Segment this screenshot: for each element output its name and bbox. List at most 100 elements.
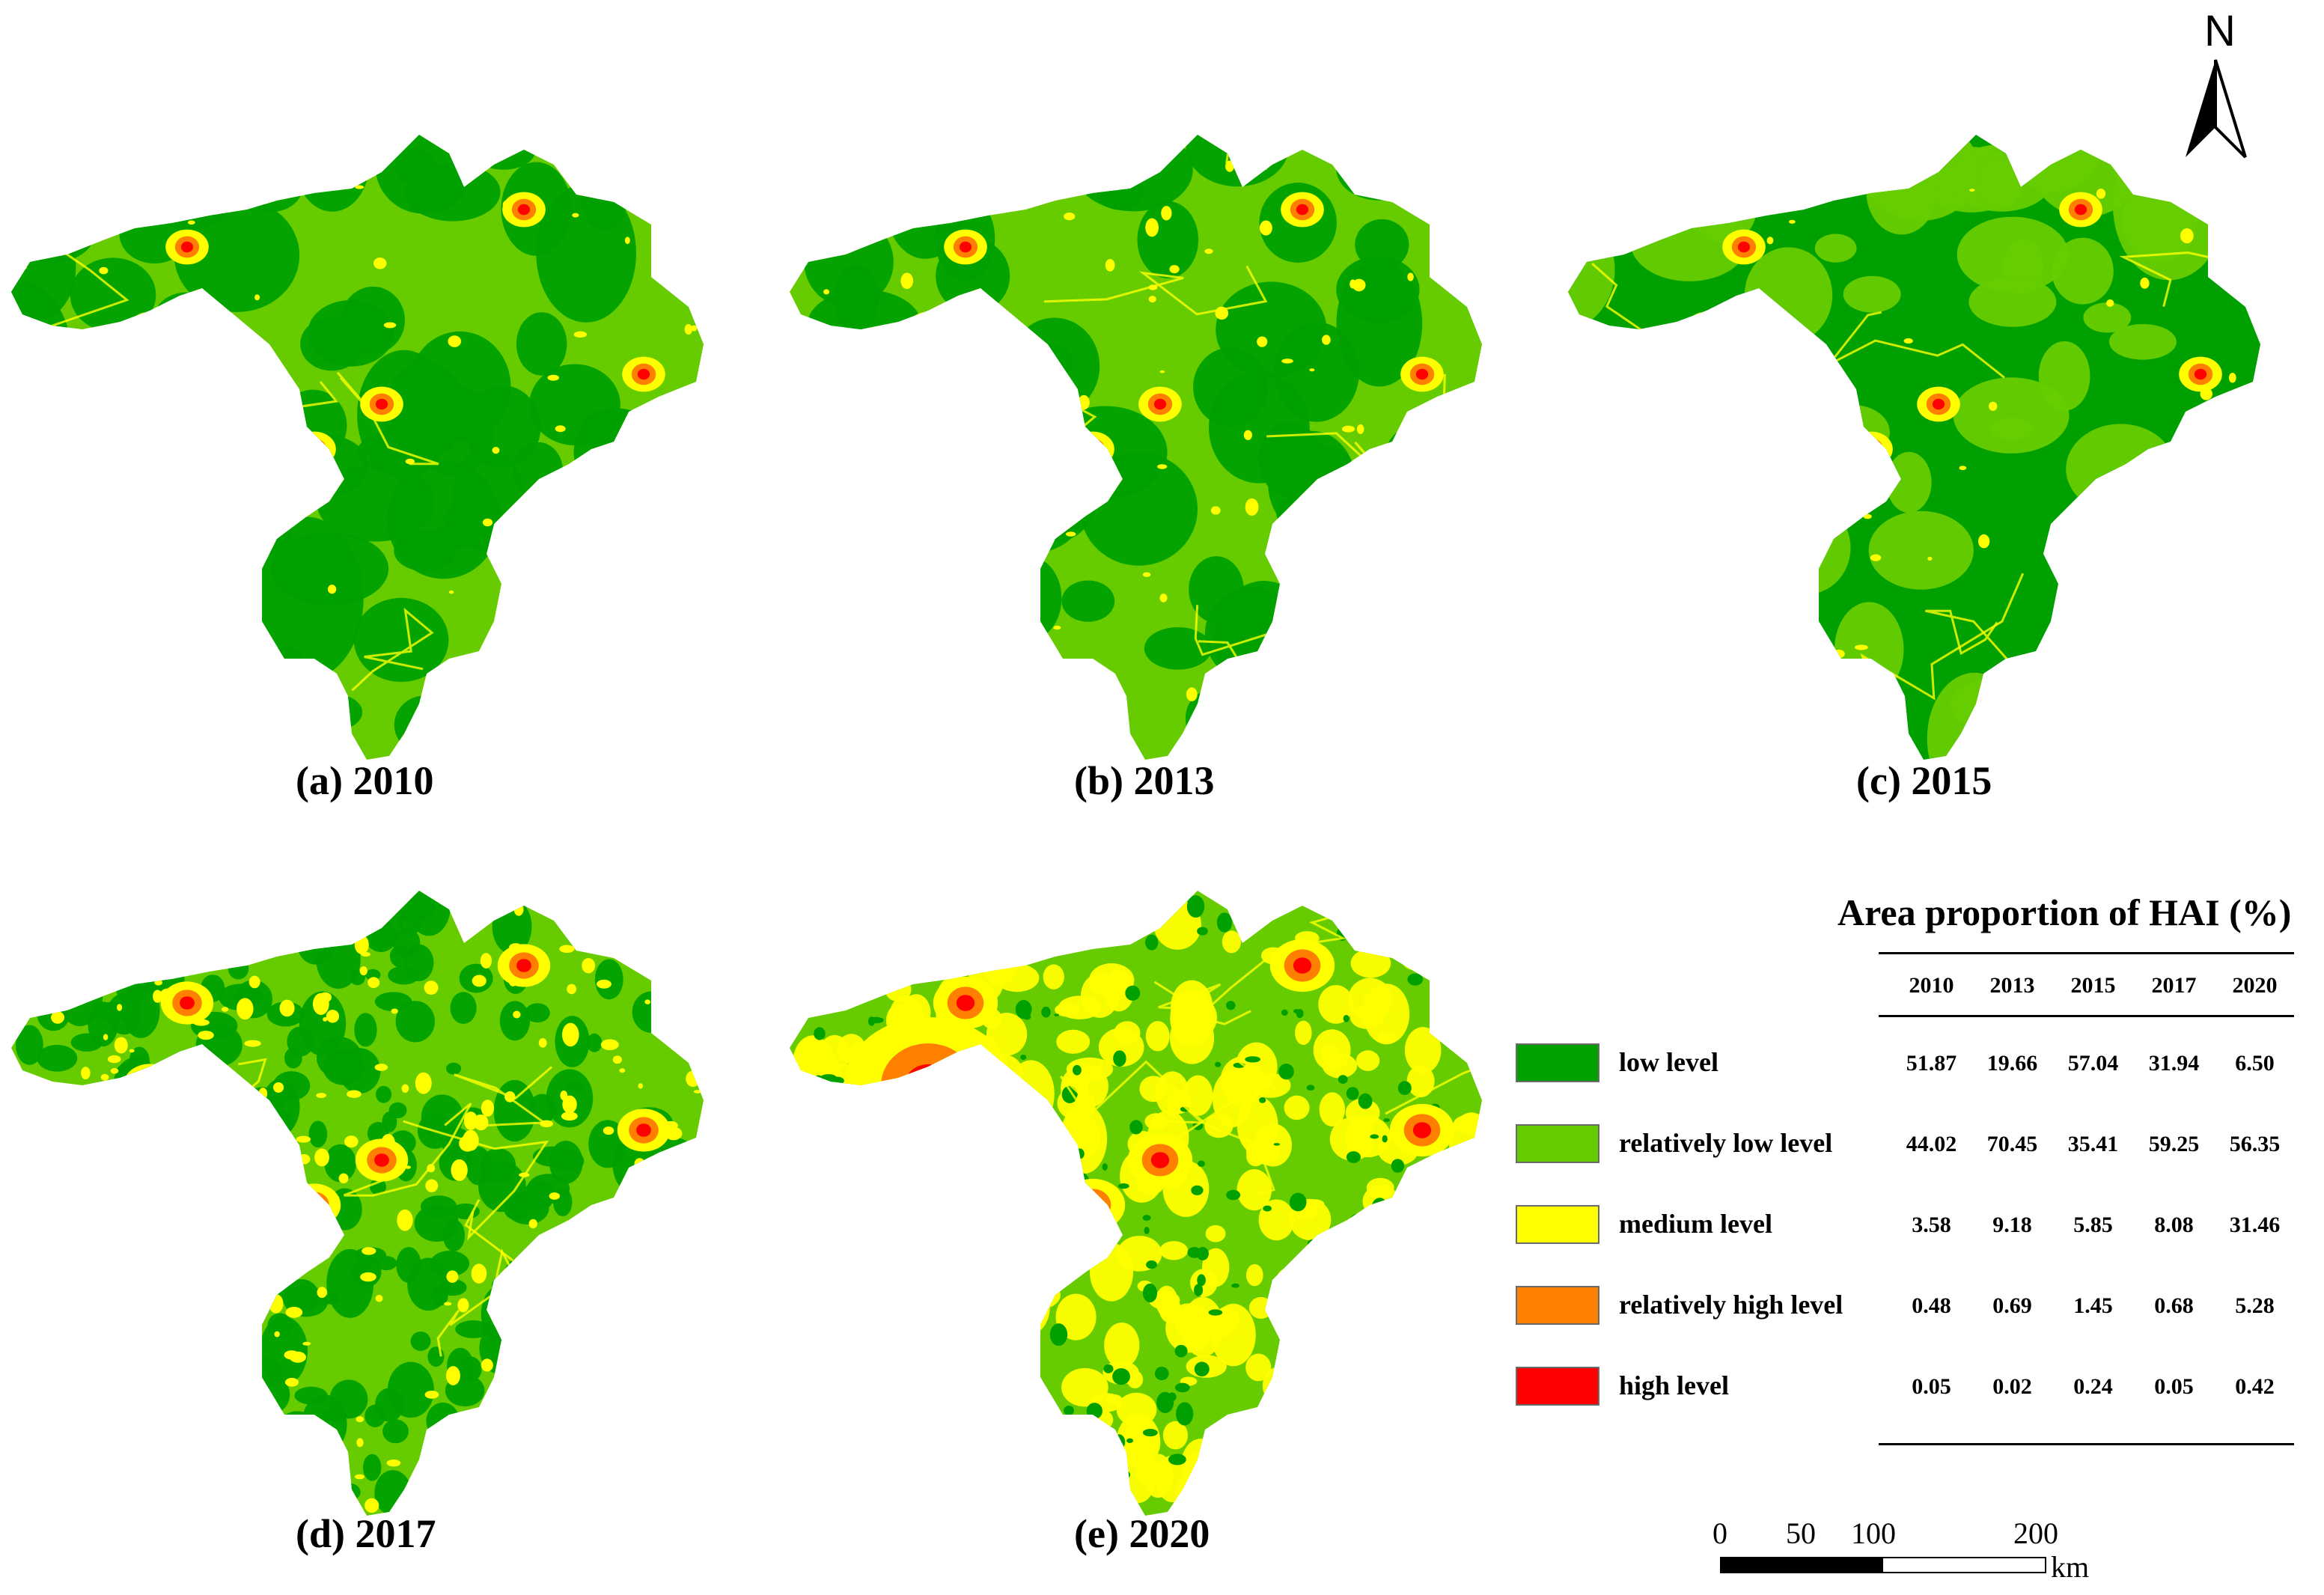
patch <box>662 1017 704 1049</box>
patch <box>826 904 850 930</box>
spot <box>997 433 1006 442</box>
patch <box>1762 501 1851 595</box>
spot <box>102 1410 118 1431</box>
patch <box>430 1286 448 1306</box>
spot <box>444 1302 452 1306</box>
spot <box>243 191 249 195</box>
road-line <box>436 1248 516 1357</box>
patch <box>13 1463 36 1480</box>
patch <box>665 632 704 680</box>
patch <box>12 1362 50 1409</box>
spot <box>375 1295 383 1302</box>
spot <box>193 1271 203 1279</box>
road-line <box>403 1120 549 1241</box>
spot <box>136 1233 151 1242</box>
spot <box>15 1098 28 1108</box>
patch <box>790 1347 827 1397</box>
patch <box>976 1454 1000 1481</box>
spot <box>362 1247 376 1255</box>
spot <box>257 386 267 392</box>
scale-tick-200: 200 <box>2013 1516 2058 1550</box>
patch <box>1451 1252 1482 1313</box>
spot <box>1281 1009 1288 1016</box>
patch <box>1104 1322 1140 1368</box>
spot <box>1341 425 1355 433</box>
patch <box>1568 644 1633 729</box>
patch <box>672 940 704 974</box>
spot <box>1120 1470 1131 1480</box>
spot <box>1241 669 1251 674</box>
spot <box>1275 1322 1281 1329</box>
spot <box>1281 359 1293 364</box>
patch <box>594 959 623 1000</box>
patch <box>1214 581 1314 698</box>
spot <box>150 1263 168 1274</box>
patch <box>311 913 353 946</box>
patch <box>376 1085 392 1103</box>
patch <box>1362 135 1455 184</box>
spot <box>2042 712 2047 718</box>
patch <box>909 561 1030 665</box>
patch <box>332 891 363 912</box>
spot <box>2195 692 2205 702</box>
urban-core <box>308 443 321 455</box>
spot <box>567 983 577 995</box>
spot <box>1197 1274 1206 1287</box>
table-value: 44.02 <box>1906 1132 1957 1156</box>
spot <box>560 1090 568 1101</box>
patch <box>1034 1407 1056 1427</box>
spot <box>1832 649 1845 659</box>
patch <box>897 891 933 906</box>
spot <box>463 1111 478 1130</box>
patch <box>1219 1426 1263 1469</box>
patch <box>1425 891 1457 928</box>
spot <box>951 1337 965 1354</box>
spot <box>905 1468 919 1474</box>
spot <box>244 1040 261 1047</box>
spot <box>1073 1267 1080 1273</box>
road-line <box>1044 265 1268 316</box>
spot <box>988 708 1001 714</box>
patch <box>183 1284 225 1314</box>
spot <box>0 1070 9 1076</box>
patch <box>1144 626 1212 670</box>
spot <box>555 1261 567 1273</box>
spot <box>619 1068 626 1073</box>
spot <box>778 1265 787 1274</box>
urban-core <box>1083 1197 1102 1213</box>
spot <box>1382 1135 1388 1143</box>
patch <box>948 1335 978 1354</box>
patch <box>874 909 915 941</box>
patch <box>13 1436 30 1451</box>
spot <box>1 1030 10 1034</box>
spot <box>1061 1085 1078 1104</box>
patch <box>1291 1396 1331 1445</box>
spot <box>638 578 650 590</box>
patch <box>790 1177 830 1207</box>
patch <box>1175 1475 1209 1507</box>
patch <box>790 1463 809 1483</box>
spot <box>1055 1421 1071 1436</box>
spot <box>1176 1402 1194 1426</box>
patch <box>653 1177 695 1225</box>
spot <box>1194 1284 1204 1296</box>
spot <box>1046 928 1061 937</box>
patch <box>959 1278 994 1329</box>
patch <box>1406 1064 1435 1098</box>
map-panel-2017 <box>0 891 719 1519</box>
table-value: 51.87 <box>1906 1051 1957 1076</box>
patch <box>321 1409 347 1422</box>
patch <box>465 1147 492 1186</box>
patch <box>906 1400 926 1412</box>
urban-fringe <box>1060 1178 1126 1232</box>
spot <box>1245 1056 1261 1063</box>
spot <box>891 1444 902 1451</box>
table-value: 1.45 <box>2073 1293 2113 1318</box>
patch <box>867 1386 906 1433</box>
patch <box>267 1313 293 1338</box>
region-map-svg <box>790 135 1482 760</box>
patch <box>885 1266 922 1294</box>
spot <box>634 1158 645 1170</box>
urban-mid <box>915 318 941 341</box>
spot <box>401 1084 409 1093</box>
